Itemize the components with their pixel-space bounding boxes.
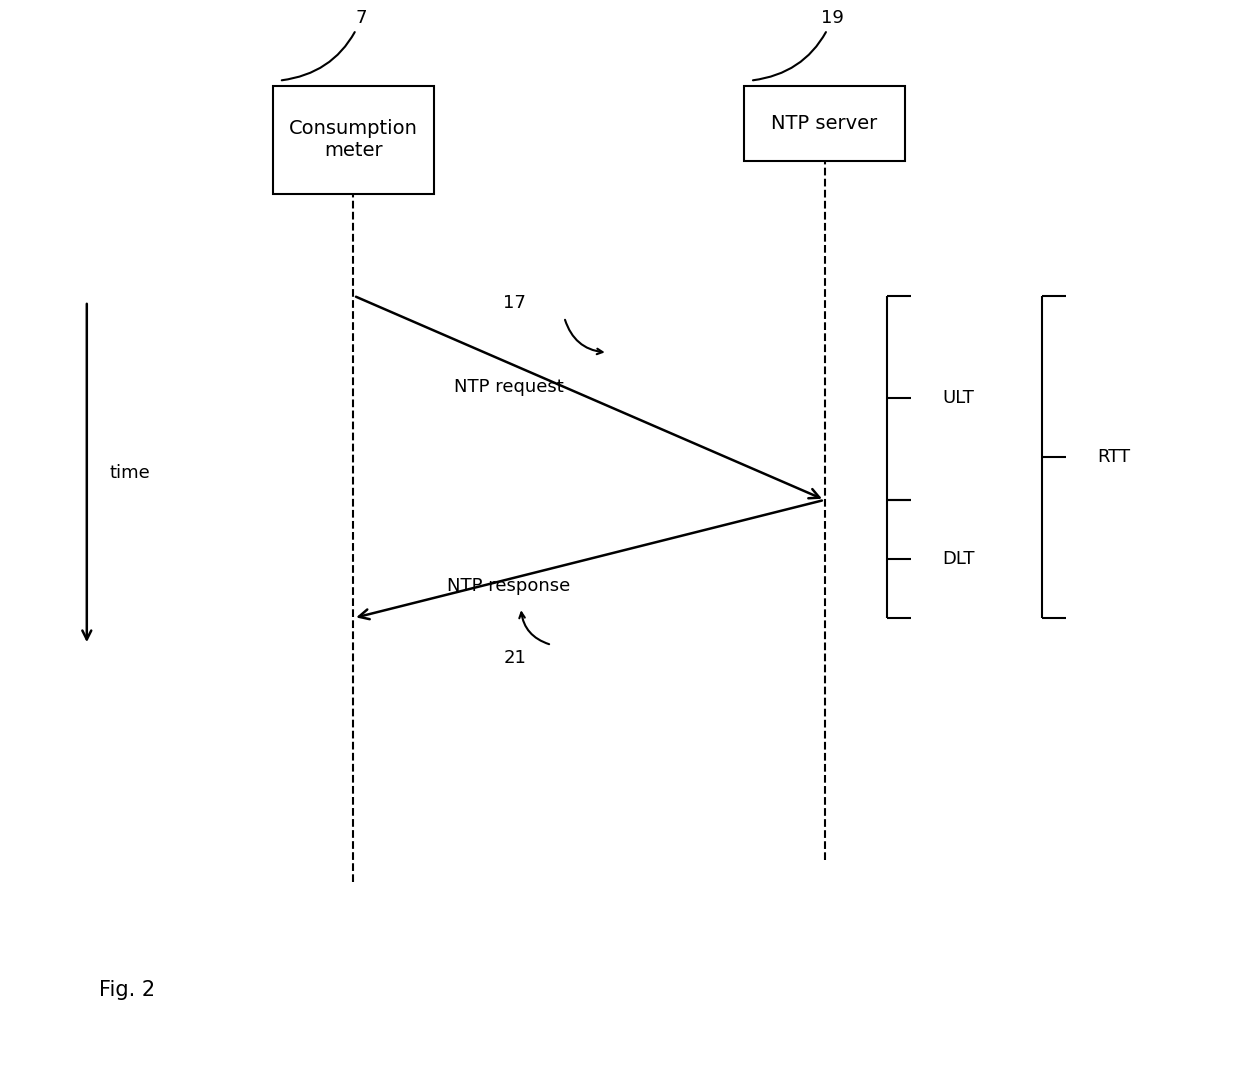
Text: RTT: RTT: [1097, 448, 1131, 465]
Text: 17: 17: [503, 295, 526, 312]
Text: time: time: [109, 464, 150, 482]
FancyBboxPatch shape: [273, 86, 434, 194]
Text: ULT: ULT: [942, 389, 975, 406]
FancyBboxPatch shape: [744, 86, 905, 161]
Text: Fig. 2: Fig. 2: [99, 979, 155, 1000]
Text: DLT: DLT: [942, 550, 975, 568]
Text: NTP response: NTP response: [446, 577, 570, 594]
Text: 19: 19: [753, 9, 844, 81]
Text: 7: 7: [281, 9, 367, 81]
Text: NTP server: NTP server: [771, 114, 878, 133]
Text: NTP request: NTP request: [454, 378, 563, 396]
Text: 21: 21: [503, 649, 526, 666]
Text: Consumption
meter: Consumption meter: [289, 119, 418, 160]
